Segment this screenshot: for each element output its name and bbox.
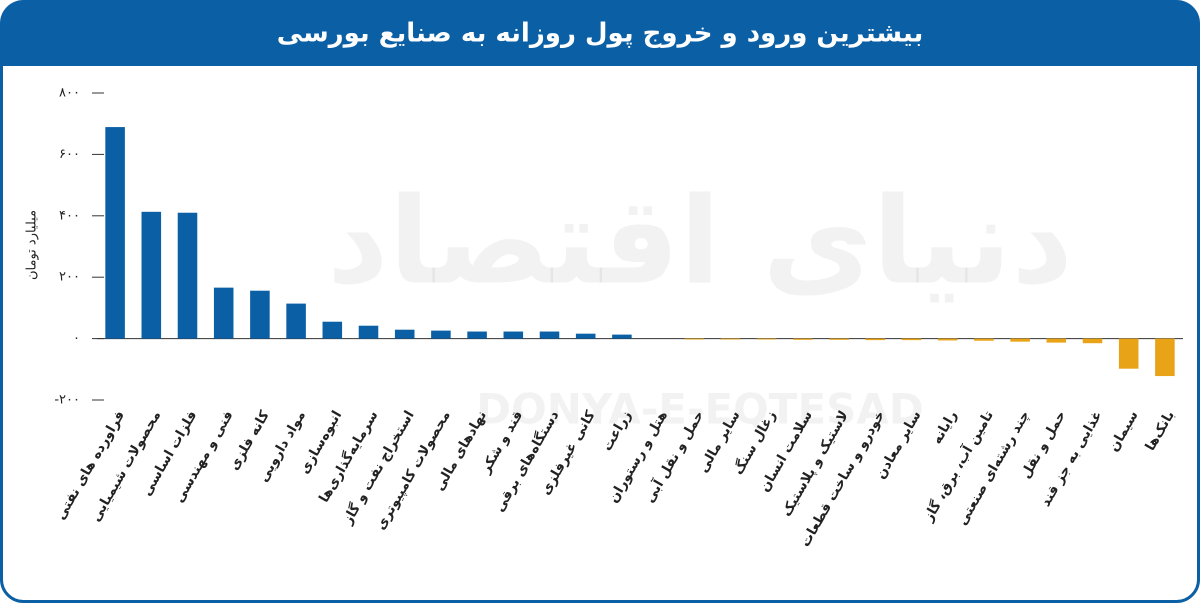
bar [1155, 338, 1175, 377]
bar [539, 331, 560, 339]
bar [213, 287, 234, 339]
bar [684, 338, 705, 340]
bar [141, 211, 162, 339]
bar [358, 325, 379, 339]
bar [575, 333, 596, 339]
bar [829, 338, 849, 340]
bar [1118, 338, 1139, 369]
bar [612, 334, 632, 339]
y-tick-label: -۲۰۰ [54, 393, 80, 408]
y-tick-label: ۸۰۰ [59, 86, 80, 101]
bar [394, 329, 415, 339]
y-tick-label: ۴۰۰ [59, 208, 80, 223]
bar [865, 338, 886, 341]
bar [756, 338, 777, 340]
bar [431, 330, 451, 339]
bar [1010, 338, 1030, 342]
bar [503, 331, 524, 339]
header [1, 1, 1199, 66]
bar [720, 338, 741, 340]
bar [286, 303, 306, 339]
bar [937, 338, 958, 341]
bar [974, 338, 994, 341]
bar [901, 338, 922, 341]
bar [105, 127, 125, 339]
bar [1046, 338, 1067, 343]
chart-title: بیشترین ورود و خروج پول روزانه به صنایع … [277, 19, 923, 49]
y-tick-label: ۶۰۰ [59, 147, 80, 162]
y-axis-label: میلیارد تومان [25, 210, 40, 280]
bar [467, 331, 487, 339]
y-tick-label: ۰ [73, 331, 80, 346]
watermark: دنیای اقتصاد [327, 173, 1073, 312]
y-tick-label: ۲۰۰ [59, 270, 80, 285]
bar [177, 212, 198, 339]
bar [322, 321, 343, 339]
bar [793, 338, 813, 340]
watermark-latin: DONYA-E-EQTESAD [476, 385, 924, 434]
bar [1082, 338, 1103, 344]
bar [250, 290, 270, 339]
